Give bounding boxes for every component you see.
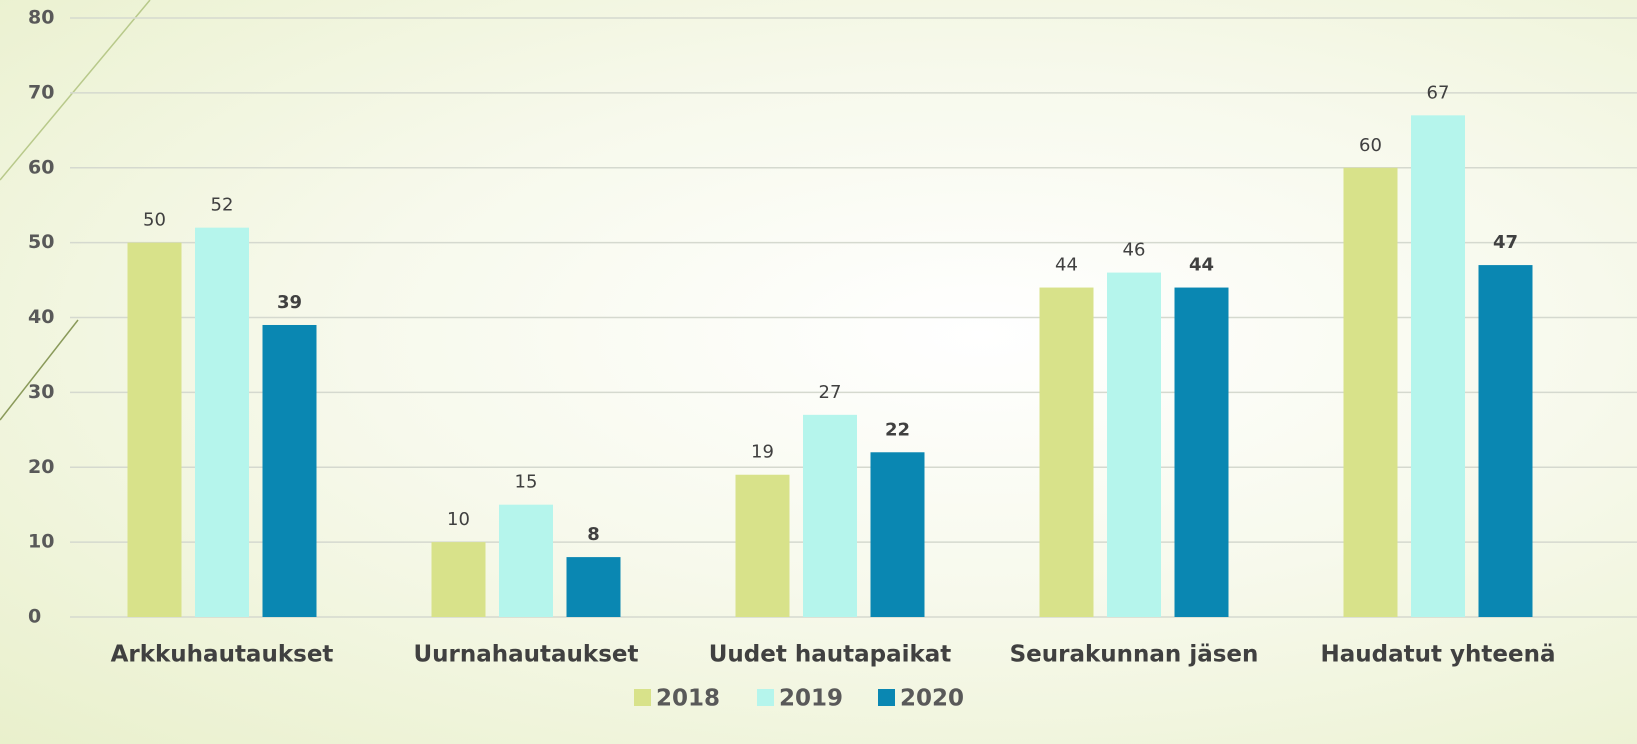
bar (1174, 287, 1229, 617)
y-tick-label: 50 (28, 231, 54, 253)
legend-swatch (757, 689, 774, 706)
value-label: 15 (515, 472, 538, 493)
value-label: 19 (751, 442, 774, 463)
value-label: 44 (1055, 255, 1078, 276)
value-label: 39 (277, 292, 302, 313)
x-tick-label: Uudet hautapaikat (709, 642, 952, 668)
bar (803, 414, 857, 617)
legend-swatch (878, 689, 895, 706)
y-tick-label: 40 (28, 306, 54, 328)
bar (735, 474, 790, 617)
bar (1411, 115, 1465, 618)
value-label: 22 (885, 419, 910, 440)
value-label: 46 (1123, 240, 1146, 261)
value-label: 60 (1359, 135, 1382, 156)
legend-label: 2018 (656, 686, 720, 712)
bar (870, 452, 925, 617)
value-label: 27 (819, 382, 842, 403)
value-label: 52 (211, 195, 234, 216)
bar (195, 227, 249, 617)
y-tick-label: 70 (28, 81, 54, 103)
decor-line (0, 0, 151, 181)
value-label: 44 (1189, 255, 1214, 276)
bar (499, 504, 553, 617)
x-tick-label: Haudatut yhteenä (1321, 642, 1556, 668)
bar (566, 557, 621, 617)
x-tick-label: Uurnahautaukset (413, 642, 638, 668)
bar (1039, 287, 1094, 617)
bar (127, 242, 182, 617)
value-label: 8 (587, 524, 600, 545)
bar (431, 542, 486, 617)
value-label: 10 (447, 509, 470, 530)
bar (1107, 272, 1161, 617)
y-tick-label: 20 (28, 456, 54, 478)
decor-line (0, 319, 79, 421)
bar (1343, 167, 1398, 617)
legend-label: 2019 (779, 686, 843, 712)
value-label: 67 (1427, 82, 1450, 103)
bar (262, 324, 317, 617)
legend-swatch (634, 689, 651, 706)
x-tick-label: Seurakunnan jäsen (1010, 642, 1259, 668)
y-tick-label: 30 (28, 381, 54, 403)
value-label: 50 (143, 210, 166, 231)
y-tick-label: 10 (28, 531, 54, 553)
value-label: 47 (1493, 232, 1518, 253)
legend-label: 2020 (900, 686, 964, 712)
bar (1478, 265, 1533, 617)
y-tick-label: 0 (28, 606, 41, 628)
y-tick-label: 60 (28, 156, 54, 178)
y-tick-label: 80 (28, 7, 54, 29)
x-tick-label: Arkkuhautaukset (111, 642, 334, 668)
